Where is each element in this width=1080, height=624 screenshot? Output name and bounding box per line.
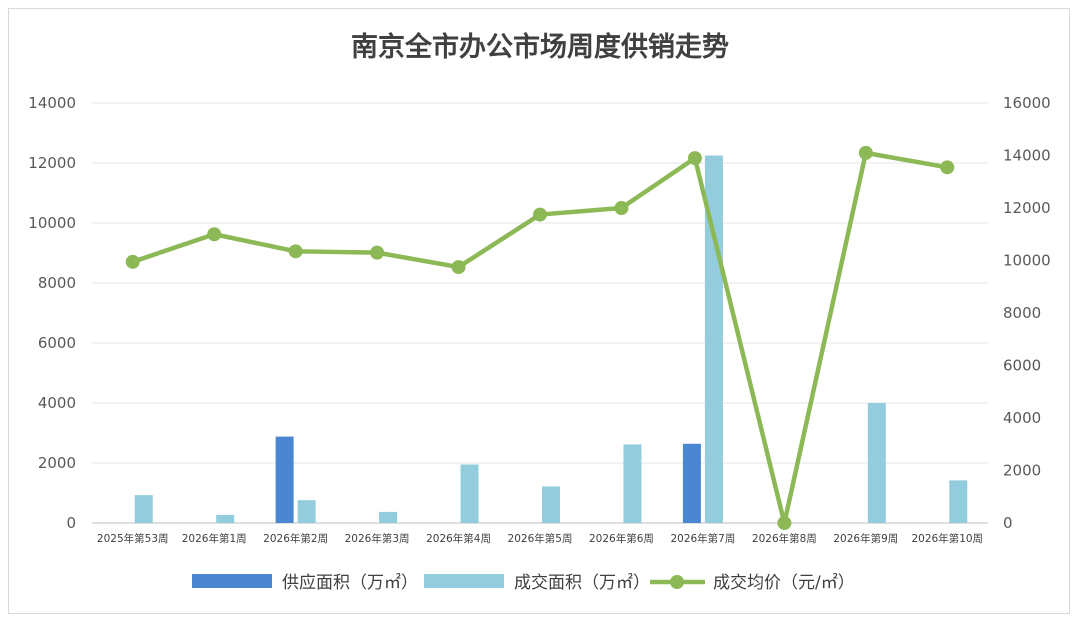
- y-right-tick-label: 4000: [1003, 409, 1041, 427]
- price-point: [288, 244, 303, 259]
- transaction-bar: [867, 403, 886, 523]
- y-axis-left: 0 2000 4000 6000 8000 10000 12000 14000: [28, 94, 76, 532]
- y-right-tick-label: 0: [1003, 514, 1013, 532]
- y-right-tick-label: 16000: [1003, 94, 1051, 112]
- chart-title: 南京全市办公市场周度供销走势: [351, 31, 729, 63]
- legend-label-price: 成交均价（元/㎡）: [713, 573, 855, 593]
- y-left-tick-label: 12000: [28, 154, 76, 172]
- y-left-tick-label: 4000: [38, 394, 76, 412]
- x-tick-label: 2026年第3周: [345, 532, 410, 545]
- transaction-bar: [542, 486, 560, 523]
- y-right-tick-label: 2000: [1003, 462, 1041, 480]
- price-point: [207, 227, 222, 242]
- legend-swatch-transaction: [424, 574, 504, 588]
- price-point: [940, 160, 955, 175]
- line-series: [125, 145, 955, 530]
- price-point: [533, 207, 547, 222]
- x-tick-label: 2026年第8周: [752, 532, 817, 545]
- transaction-bar: [134, 495, 153, 523]
- legend-swatch-supply: [192, 574, 272, 588]
- legend-label-transaction: 成交面积（万㎡）: [514, 573, 650, 593]
- x-tick-label: 2026年第10周: [911, 532, 983, 545]
- y-axis-right: 0 2000 4000 6000 8000 10000 12000 14000 16000: [1003, 94, 1051, 532]
- bar-series: [134, 155, 968, 523]
- y-right-tick-label: 6000: [1003, 357, 1041, 375]
- x-tick-label: 2026年第6周: [589, 532, 654, 545]
- legend-label-supply: 供应面积（万㎡）: [282, 573, 418, 593]
- y-left-tick-label: 6000: [38, 334, 76, 352]
- price-point: [370, 245, 385, 260]
- y-right-tick-label: 10000: [1003, 252, 1051, 270]
- y-left-tick-label: 8000: [38, 274, 76, 292]
- y-right-tick-label: 14000: [1003, 147, 1051, 165]
- supply-bar: [682, 443, 701, 523]
- transaction-bar: [949, 480, 968, 523]
- transaction-bar: [297, 500, 316, 523]
- transaction-bar: [623, 444, 642, 523]
- x-tick-label: 2026年第1周: [182, 532, 247, 545]
- x-tick-label: 2026年第7周: [670, 532, 735, 545]
- price-point: [777, 516, 792, 530]
- price-point: [451, 260, 466, 275]
- y-left-tick-label: 0: [66, 514, 76, 532]
- gridlines: [92, 102, 988, 524]
- price-point: [614, 201, 629, 215]
- price-point: [687, 151, 702, 166]
- x-axis: 2025年第53周 2026年第1周 2026年第2周 2026年第3周 2026年第4…: [97, 532, 983, 545]
- price-point: [125, 254, 140, 269]
- y-left-tick-label: 10000: [28, 214, 76, 232]
- x-tick-label: 2026年第9周: [833, 532, 898, 545]
- x-tick-label: 2026年第4周: [426, 532, 491, 545]
- y-left-tick-label: 14000: [28, 94, 76, 112]
- legend-marker-price: [670, 575, 684, 589]
- y-right-tick-label: 8000: [1003, 304, 1041, 322]
- chart-frame: [8, 8, 1070, 614]
- x-tick-label: 2025年第53周: [97, 532, 169, 545]
- supply-bar: [275, 436, 294, 523]
- x-tick-label: 2026年第5周: [508, 532, 573, 545]
- transaction-bar: [216, 514, 235, 523]
- legend: 供应面积（万㎡） 成交面积（万㎡） 成交均价（元/㎡）: [192, 573, 855, 593]
- transaction-bar: [379, 511, 398, 523]
- y-right-tick-label: 12000: [1003, 199, 1051, 217]
- x-tick-label: 2026年第2周: [263, 532, 328, 545]
- transaction-bar: [460, 464, 479, 523]
- y-left-tick-label: 2000: [38, 454, 76, 472]
- price-point: [858, 145, 873, 160]
